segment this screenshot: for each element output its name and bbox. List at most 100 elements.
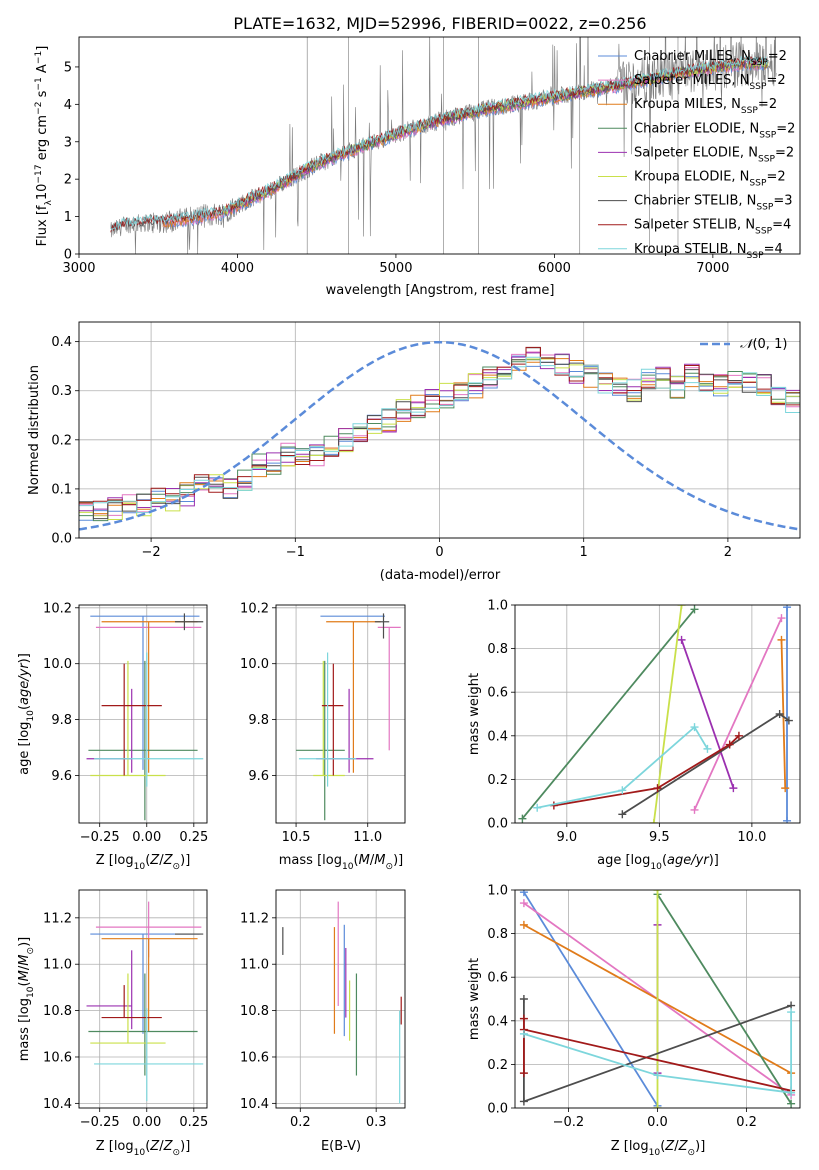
x-tick-label: 4000 (221, 261, 254, 276)
legend-label: Kroupa ELODIE, NSSP=2 (634, 170, 786, 189)
y-tick-label: 10.6 (43, 1050, 72, 1065)
axes-frame (78, 604, 208, 824)
y-tick-label: 0.2 (487, 773, 508, 788)
x-tick-label: 9.5 (649, 830, 670, 845)
weight-marker-salpeter_stelib (734, 731, 743, 740)
massweight_vs_Z-axes-plot-area (519, 890, 796, 1108)
weight-line-chabrier_elodie (521, 608, 696, 820)
weight-marker-kroupa_elodie (653, 890, 662, 894)
y-tick-label: 0.1 (51, 482, 72, 497)
weight-marker-salpeter_stelib (725, 740, 734, 749)
residuals-ylabel: Normed distribution (27, 365, 42, 495)
y-tick-label: 0 (64, 248, 72, 263)
weight-marker-kroupa_stelib (519, 1029, 528, 1038)
weight-line-kroupa_stelib (523, 1012, 792, 1094)
weight-line-salpeter_miles (693, 617, 783, 811)
y-tick-label: 10.0 (240, 657, 269, 672)
weight-marker-chabrier_stelib (519, 1097, 528, 1106)
y-tick-label: 0.0 (51, 532, 72, 547)
weight-marker-chabrier_miles (783, 605, 792, 612)
mass-vs-ebv-xlabel: E(B-V) (321, 1139, 361, 1154)
y-tick-label: 10.4 (240, 1097, 269, 1112)
x-tick-label: 0.25 (179, 1115, 208, 1130)
weight-marker-chabrier_stelib (784, 716, 793, 725)
y-tick-label: 10.8 (43, 1004, 72, 1019)
weight-marker-chabrier_elodie (690, 605, 699, 614)
x-tick-label: −1 (286, 545, 305, 560)
y-tick-label: 0.0 (487, 1102, 508, 1117)
mass_vs_Z-axes-frame: −0.25 0.00 0.25 10.4 10.6 10.8 11.0 11.2 Z [log1… (17, 889, 208, 1158)
weight-line-salpeter_stelib (523, 1018, 792, 1092)
hist-kroupa_stelib (79, 356, 800, 514)
spectrum-axes: 3000 4000 5000 6000 7000 0 1 2 3 4 5 wavelength [An… (34, 36, 801, 298)
x-tick-label: −0.25 (80, 830, 120, 845)
weight-age-xlabel: age [log10(age/yr)] (597, 853, 719, 872)
normal-curve (79, 340, 800, 531)
mass_vs_ebv-axes: 0.2 0.3 10.4 10.6 10.8 11.0 11.2 E(B-V) (240, 889, 406, 1154)
x-tick-label: 11.0 (353, 830, 382, 845)
x-tick-label: 7000 (696, 261, 729, 276)
weight-marker-chabrier_miles (519, 890, 528, 897)
figure-title: PLATE=1632, MJD=52996, FIBERID=0022, z=0… (233, 14, 646, 33)
mass_vs_Z-axes: −0.25 0.00 0.25 10.4 10.6 10.8 11.0 11.2 Z [log1… (17, 889, 208, 1158)
weight-line-salpeter_stelib (553, 735, 740, 807)
hist-salpeter_miles (79, 351, 800, 516)
weight-marker-chabrier_stelib (519, 995, 528, 1003)
mass_vs_ebv-axes-grid (276, 890, 405, 1108)
y-tick-label: 0.2 (487, 1058, 508, 1073)
y-tick-label: 9.8 (248, 713, 269, 728)
y-tick-label: 0.4 (487, 729, 508, 744)
weight-marker-kroupa_miles (777, 635, 786, 644)
y-tick-label: 10.0 (43, 657, 72, 672)
legend-label: 𝒩(0, 1) (740, 337, 787, 352)
weight-marker-kroupa_miles (519, 920, 528, 929)
weight-marker-salpeter_miles (777, 614, 786, 623)
axes-frame (275, 604, 406, 824)
massweight_vs_age-axes-frame: 9.0 9.5 10.0 0.0 0.2 0.4 0.6 0.8 1.0 age [log10(a… (467, 599, 801, 872)
y-tick-label: 5 (64, 60, 72, 75)
y-tick-label: 3 (64, 135, 72, 150)
legend-label: Salpeter MILES, NSSP=2 (634, 73, 786, 92)
x-tick-label: −0.25 (80, 1115, 120, 1130)
legend-label: Kroupa MILES, NSSP=2 (634, 97, 777, 116)
y-tick-label: 11.2 (240, 911, 269, 926)
massweight_vs_age-axes-plot-area (518, 605, 793, 823)
age-vs-z-ylabel: age [log10(age/yr)] (17, 653, 36, 775)
weight-z-xlabel: Z [log10(Z/Z⊙)] (611, 1139, 706, 1158)
residuals-legend: 𝒩(0, 1) (700, 337, 787, 352)
weight-marker-chabrier_elodie (518, 814, 527, 823)
spectrum-legend: Chabrier MILES, NSSP=2 Salpeter MILES, NS… (598, 49, 795, 261)
age_vs_Z-axes-frame: −0.25 0.00 0.25 9.6 9.8 10.0 10.2 Z [log10(Z/Z⊙… (17, 601, 208, 872)
axes-frame (78, 321, 801, 539)
x-tick-label: 5000 (379, 261, 412, 276)
model-salpeter_stelib-line (110, 56, 769, 233)
weight-marker-kroupa_stelib (787, 1088, 796, 1097)
y-tick-label: 0.6 (487, 686, 508, 701)
weight-marker-kroupa_stelib (787, 1008, 796, 1017)
weight-line-kroupa_stelib (537, 725, 709, 809)
y-tick-label: 0.0 (487, 817, 508, 832)
mass_vs_ebv-axes-plot-area (282, 901, 402, 1104)
y-tick-label: 0.4 (51, 335, 72, 350)
residuals-axes-plot-area (79, 340, 800, 531)
x-tick-label: 0.00 (132, 1115, 161, 1130)
y-tick-label: 0.2 (51, 433, 72, 448)
weight-line-chabrier_miles (523, 891, 659, 1107)
massweight_vs_Z-axes: −0.2 0.0 0.2 0.0 0.2 0.4 0.6 0.8 1.0 Z [log10(Z/Z… (467, 884, 801, 1158)
age_vs_Z-axes-plot-area (86, 613, 204, 821)
y-tick-label: 0.8 (487, 927, 508, 942)
weight-age-ylabel: mass weight (467, 673, 482, 755)
weight-marker-salpeter_stelib (519, 1014, 528, 1023)
y-tick-label: 10.6 (240, 1050, 269, 1065)
axes-frame (78, 889, 208, 1109)
hist-chabrier_stelib (79, 347, 800, 520)
mass_vs_ebv-axes-frame: 0.2 0.3 10.4 10.6 10.8 11.0 11.2 E(B-V) (240, 889, 406, 1154)
legend-label: Chabrier STELIB, NSSP=3 (634, 194, 793, 213)
y-tick-label: 0.4 (487, 1014, 508, 1029)
weight-marker-kroupa_elodie (677, 605, 686, 609)
y-tick-label: 10.2 (43, 601, 72, 616)
y-tick-label: 11.0 (43, 958, 72, 973)
weight-line-chabrier_elodie (656, 893, 792, 1105)
y-tick-label: 11.2 (43, 911, 72, 926)
weight-marker-kroupa_stelib (703, 744, 712, 753)
